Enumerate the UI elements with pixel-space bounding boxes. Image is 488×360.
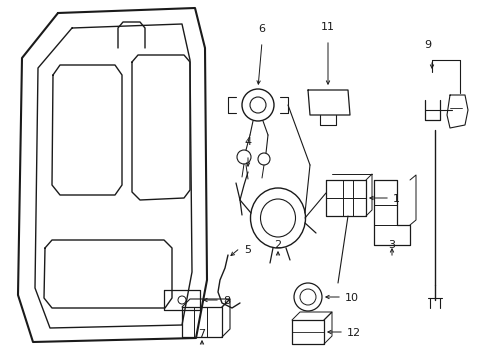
Text: 5: 5 — [244, 245, 250, 255]
Text: 7: 7 — [198, 329, 205, 339]
Text: 1: 1 — [392, 194, 399, 204]
Text: 6: 6 — [258, 24, 265, 34]
Text: 2: 2 — [274, 240, 281, 250]
Text: 4: 4 — [244, 137, 251, 147]
Text: 9: 9 — [424, 40, 431, 50]
Text: 11: 11 — [320, 22, 334, 32]
Text: 8: 8 — [223, 296, 230, 306]
Text: 10: 10 — [345, 293, 358, 303]
Text: 12: 12 — [346, 328, 360, 338]
Text: 3: 3 — [387, 240, 395, 250]
